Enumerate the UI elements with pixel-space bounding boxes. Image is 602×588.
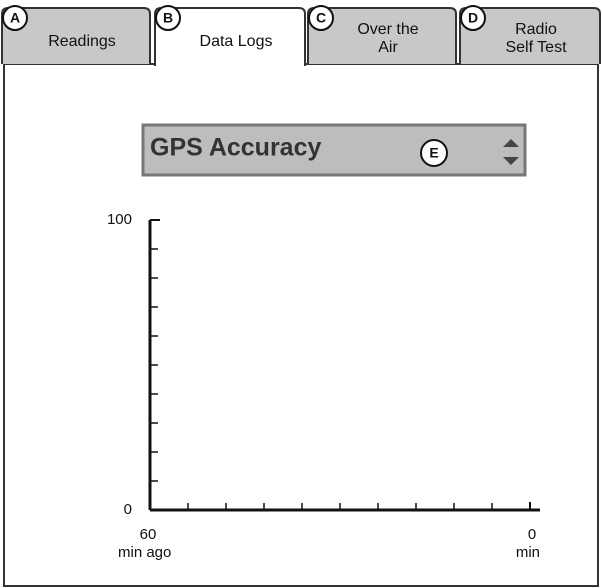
dropdown-label: GPS Accuracy [150, 134, 321, 162]
tab-shape[interactable] [307, 7, 457, 64]
tab-label: Readings [48, 33, 116, 50]
tab[interactable]: A Readings [1, 5, 151, 64]
callout-letter: C [316, 10, 326, 26]
x-tick-label: 0 [528, 526, 536, 543]
callout-circle [460, 5, 486, 31]
callout-circle [155, 5, 181, 31]
x-tick-sublabel: min ago [118, 544, 171, 561]
tab-label: Over the [357, 21, 418, 38]
dropdown-arrows [503, 139, 519, 165]
tab-shape[interactable] [459, 7, 601, 64]
callout-circle [420, 139, 448, 167]
callout-letter: A [10, 10, 20, 26]
callout-letter: B [163, 10, 173, 26]
callout-letter: D [468, 10, 478, 26]
tab-label: Radio [515, 21, 557, 38]
tab-shape[interactable] [154, 7, 306, 66]
x-tick-label: 60 [140, 526, 157, 543]
dropdown-box[interactable] [141, 123, 527, 177]
dropdown[interactable]: GPS Accuracy E [141, 123, 527, 177]
tab-label: Air [378, 39, 398, 56]
x-tick-sublabel: min [516, 544, 540, 561]
tab-shape[interactable] [1, 7, 151, 64]
callout-letter: E [429, 145, 438, 161]
y-tick-label: 0 [124, 501, 132, 518]
tab[interactable]: B Data Logs [154, 5, 306, 67]
tab-label: Self Test [505, 39, 567, 56]
y-tick-label: 100 [107, 211, 132, 228]
callout-circle [2, 5, 28, 31]
tab-label: Data Logs [200, 33, 273, 50]
callout-circle [308, 5, 334, 31]
